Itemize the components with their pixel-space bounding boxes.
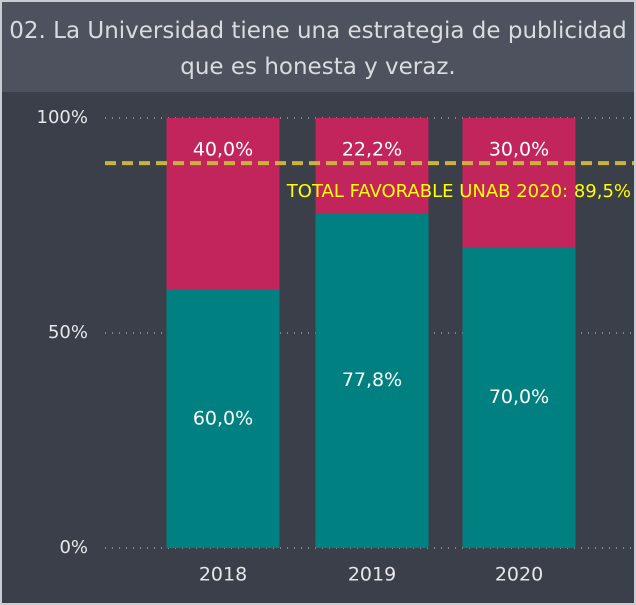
bar-segment <box>166 118 280 290</box>
bar-segment <box>166 290 280 548</box>
x-tick-label: 2018 <box>199 564 247 586</box>
bar-segment <box>315 213 429 548</box>
y-tick-label: 0% <box>59 537 88 558</box>
data-label: 40,0% <box>193 139 253 161</box>
chart-title: 02. La Universidad tiene una estrategia … <box>9 18 626 80</box>
data-label: 70,0% <box>489 386 549 408</box>
data-label: 60,0% <box>193 408 253 430</box>
data-label: 30,0% <box>489 139 549 161</box>
title-box <box>2 2 634 92</box>
bar-segment <box>462 247 576 548</box>
x-tick-label: 2020 <box>495 564 543 586</box>
y-tick-label: 50% <box>48 322 88 343</box>
y-tick-label: 100% <box>37 107 88 128</box>
bar-segment <box>315 118 429 214</box>
bar-segment <box>462 118 576 247</box>
data-label: 77,8% <box>342 369 402 391</box>
x-tick-label: 2019 <box>348 564 396 586</box>
data-label: 22,2% <box>342 139 402 161</box>
reference-label: TOTAL FAVORABLE UNAB 2020: 89,5% <box>286 181 631 202</box>
